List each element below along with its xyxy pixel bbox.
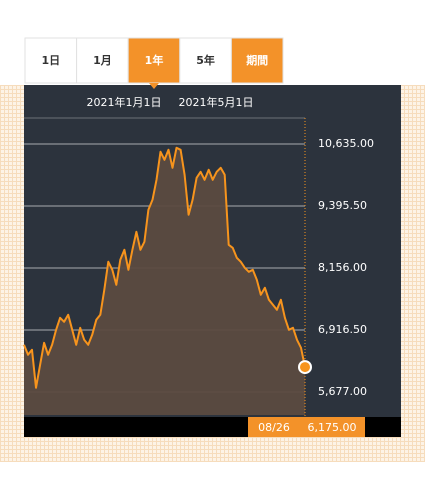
area <box>24 147 305 416</box>
tab-label[interactable]: 1月 <box>93 54 112 67</box>
y-tick-label: 9,395.50 <box>318 199 367 212</box>
tab-pointer <box>149 83 159 89</box>
tab-label[interactable]: 5年 <box>196 53 215 67</box>
y-tick-label: 10,635.00 <box>318 137 374 150</box>
date-label: 2021年1月1日 <box>87 95 162 109</box>
last-value-label: 6,175.00 <box>308 421 357 434</box>
line <box>23 146 306 389</box>
y-tick-label: 5,677.00 <box>318 385 367 398</box>
tab[interactable] <box>24 37 78 84</box>
tab[interactable] <box>179 37 232 84</box>
tab[interactable] <box>230 37 284 84</box>
tab-label[interactable]: 期間 <box>246 53 268 67</box>
value-box <box>300 417 365 437</box>
y-tick-label: 8,156.00 <box>318 261 367 274</box>
tab[interactable] <box>76 37 129 84</box>
date-label: 2021年5月1日 <box>179 95 254 109</box>
tab-label[interactable]: 1日 <box>41 54 60 67</box>
date-box <box>248 417 300 437</box>
y-tick-label: 6,916.50 <box>318 323 367 336</box>
last-point <box>298 360 312 375</box>
tab-label[interactable]: 1年 <box>145 53 164 67</box>
last-date: 08/26 <box>258 421 290 434</box>
